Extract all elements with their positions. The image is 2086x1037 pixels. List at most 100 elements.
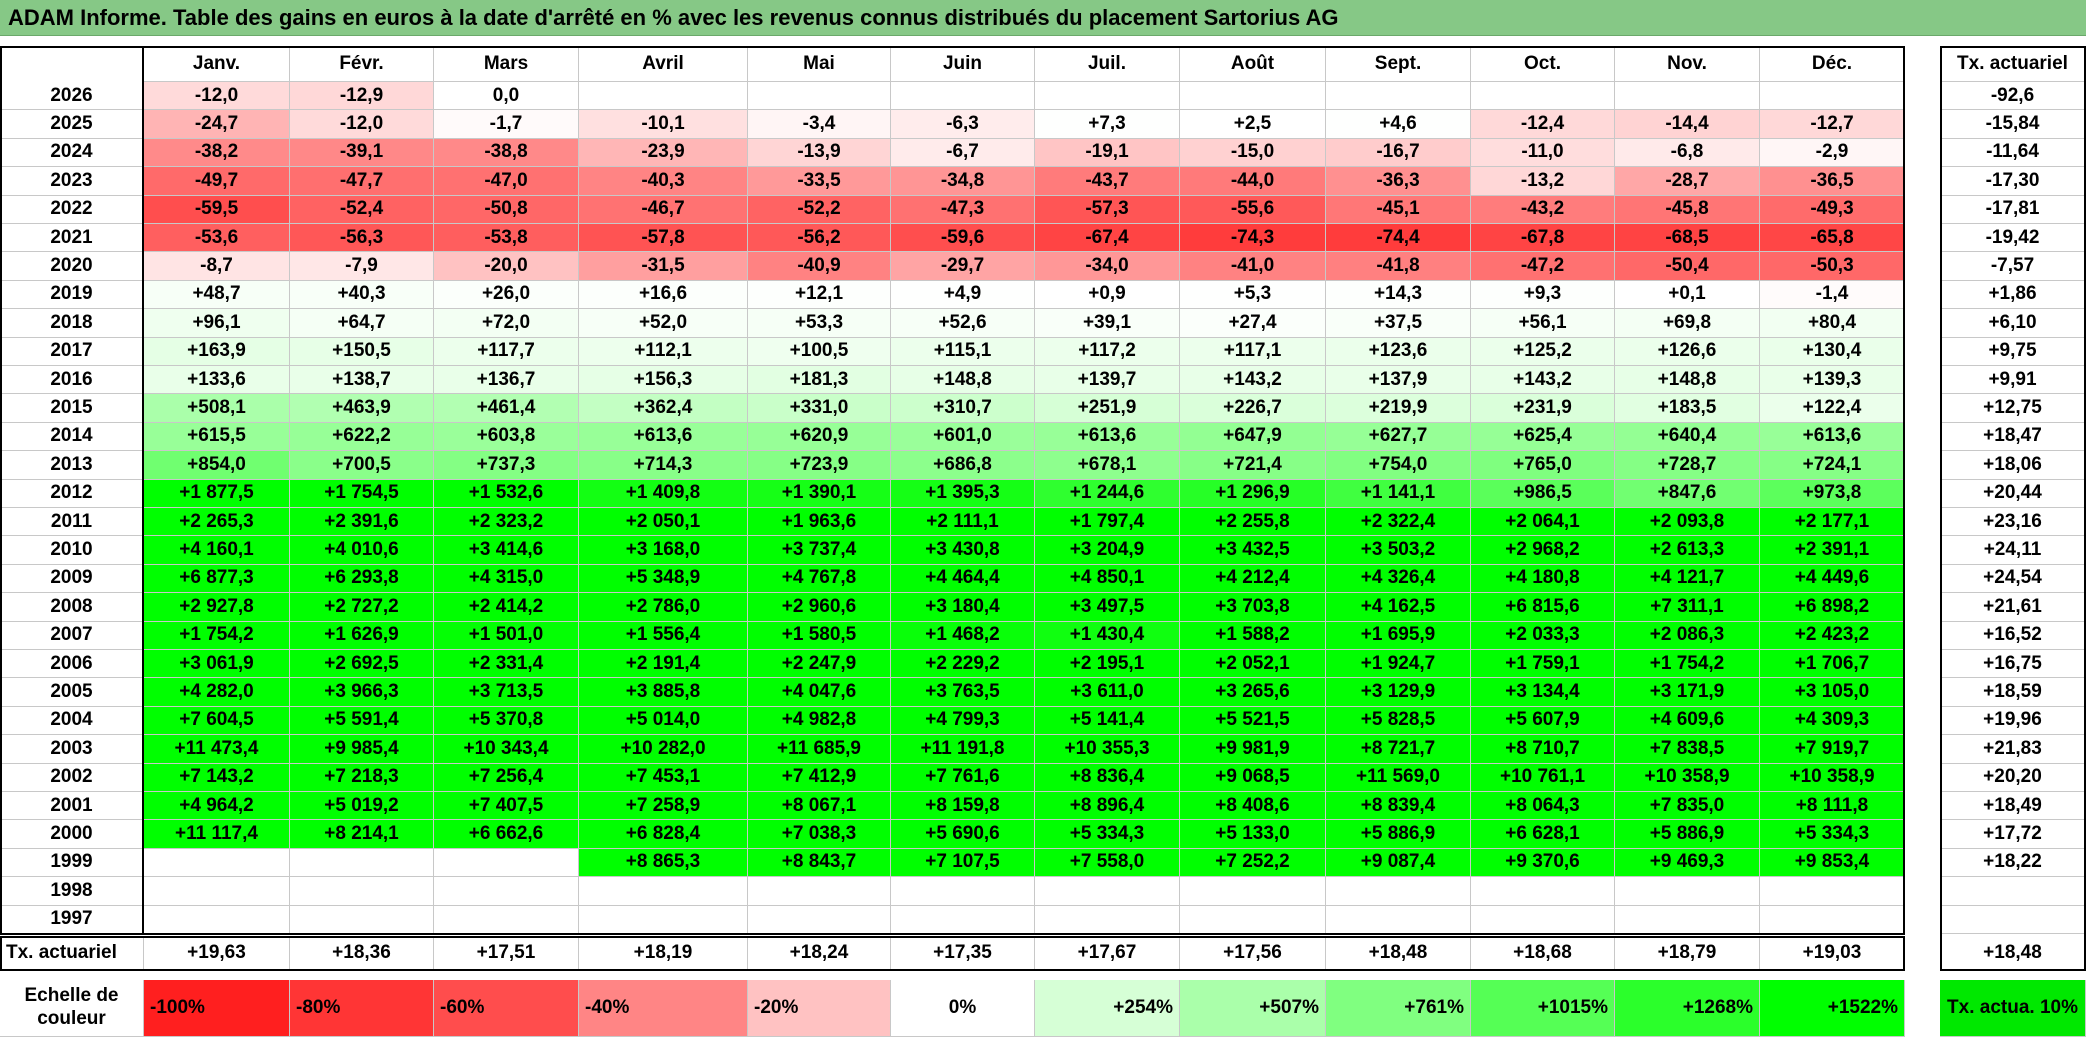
scale-label: Echelle de couleur — [0, 980, 144, 1037]
value-cell: -52,2 — [748, 195, 891, 224]
value-cell: +2 050,1 — [579, 508, 748, 537]
footer-value: +18,19 — [579, 937, 748, 970]
value-cell: +7 143,2 — [144, 763, 290, 792]
value-cell: +5 014,0 — [579, 706, 748, 736]
value-cell: +4 464,4 — [891, 564, 1035, 594]
value-cell: +362,4 — [579, 394, 748, 423]
value-cell: -12,0 — [144, 82, 290, 111]
value-cell: +8 710,7 — [1471, 735, 1615, 764]
value-cell: +7 407,5 — [434, 792, 579, 821]
value-cell: +2 195,1 — [1035, 650, 1180, 679]
value-cell: +678,1 — [1035, 451, 1180, 480]
value-cell: +5 886,9 — [1326, 820, 1471, 849]
footer-value: +18,79 — [1615, 937, 1760, 970]
value-cell — [1180, 905, 1326, 934]
value-cell: +9 087,4 — [1326, 848, 1471, 878]
year-cell: 2005 — [0, 678, 144, 707]
value-cell: +6 828,4 — [579, 820, 748, 849]
value-cell: +56,1 — [1471, 309, 1615, 338]
tx-header: Tx. actuariel — [1940, 46, 2086, 82]
value-cell: +2,5 — [1180, 110, 1326, 139]
value-cell: +1 141,1 — [1326, 479, 1471, 508]
value-cell: +7 256,4 — [434, 763, 579, 792]
value-cell: +1 468,2 — [891, 621, 1035, 650]
value-cell: +6 877,3 — [144, 564, 290, 594]
value-cell: +2 613,3 — [1615, 536, 1760, 565]
value-cell: +310,7 — [891, 394, 1035, 423]
value-cell: +2 414,2 — [434, 593, 579, 622]
value-cell: +1 695,9 — [1326, 621, 1471, 650]
value-cell — [434, 905, 579, 934]
value-cell: +251,9 — [1035, 394, 1180, 423]
year-cell: 2004 — [0, 706, 144, 736]
value-cell: +181,3 — [748, 366, 891, 395]
value-cell: +5,3 — [1180, 280, 1326, 310]
value-cell: +1 759,1 — [1471, 650, 1615, 679]
value-cell: +136,7 — [434, 366, 579, 395]
month-header: Mars — [434, 46, 579, 82]
scale-stop: -40% — [579, 980, 748, 1037]
value-cell: -29,7 — [891, 252, 1035, 281]
value-cell: +219,9 — [1326, 394, 1471, 423]
value-cell: -57,8 — [579, 224, 748, 253]
value-cell: +2 391,6 — [290, 508, 434, 537]
value-cell: +2 322,4 — [1326, 508, 1471, 537]
value-cell: +2 033,3 — [1471, 621, 1615, 650]
value-cell: +721,4 — [1180, 451, 1326, 480]
value-cell: +40,3 — [290, 280, 434, 310]
value-cell: -49,7 — [144, 167, 290, 196]
value-cell: +4 850,1 — [1035, 564, 1180, 594]
value-cell: -10,1 — [579, 110, 748, 139]
value-cell: -1,4 — [1760, 280, 1905, 310]
month-header: Juil. — [1035, 46, 1180, 82]
value-cell: +331,0 — [748, 394, 891, 423]
value-cell: +122,4 — [1760, 394, 1905, 423]
value-cell: +615,5 — [144, 422, 290, 452]
value-cell: -36,5 — [1760, 167, 1905, 196]
value-cell: +1 924,7 — [1326, 650, 1471, 679]
value-cell: +123,6 — [1326, 337, 1471, 366]
value-cell: +64,7 — [290, 309, 434, 338]
value-cell: +115,1 — [891, 337, 1035, 366]
scale-tx: Tx. actua. 10% — [1940, 980, 2086, 1037]
value-cell: +1 797,4 — [1035, 508, 1180, 537]
value-cell: +2 229,2 — [891, 650, 1035, 679]
value-cell: +5 334,3 — [1035, 820, 1180, 849]
value-cell — [748, 82, 891, 111]
value-cell: +986,5 — [1471, 479, 1615, 508]
value-cell: +1 556,4 — [579, 621, 748, 650]
value-cell — [891, 82, 1035, 111]
tx-cell: +18,59 — [1940, 678, 2086, 707]
value-cell: +2 323,2 — [434, 508, 579, 537]
value-cell: +0,9 — [1035, 280, 1180, 310]
value-cell: -46,7 — [579, 195, 748, 224]
value-cell: +7 412,9 — [748, 763, 891, 792]
value-cell: -50,4 — [1615, 252, 1760, 281]
value-cell — [1615, 82, 1760, 111]
value-cell: +1 588,2 — [1180, 621, 1326, 650]
value-cell: +100,5 — [748, 337, 891, 366]
value-cell: +6 293,8 — [290, 564, 434, 594]
value-cell: +48,7 — [144, 280, 290, 310]
value-cell: +117,1 — [1180, 337, 1326, 366]
value-cell — [748, 877, 891, 906]
value-cell: +724,1 — [1760, 451, 1905, 480]
value-cell: +2 786,0 — [579, 593, 748, 622]
year-cell: 2001 — [0, 792, 144, 821]
footer-value: +17,51 — [434, 937, 579, 970]
value-cell — [144, 905, 290, 934]
tx-cell: +21,61 — [1940, 593, 2086, 622]
value-cell: +2 086,3 — [1615, 621, 1760, 650]
value-cell: -52,4 — [290, 195, 434, 224]
scale-stop: -20% — [748, 980, 891, 1037]
year-cell: 2006 — [0, 650, 144, 679]
tx-cell: +18,22 — [1940, 848, 2086, 878]
value-cell — [144, 848, 290, 878]
value-cell — [1615, 905, 1760, 934]
value-cell: +8 836,4 — [1035, 763, 1180, 792]
value-cell — [1035, 82, 1180, 111]
value-cell: -41,0 — [1180, 252, 1326, 281]
value-cell: +5 019,2 — [290, 792, 434, 821]
value-cell — [1180, 82, 1326, 111]
tx-cell: +20,44 — [1940, 479, 2086, 508]
